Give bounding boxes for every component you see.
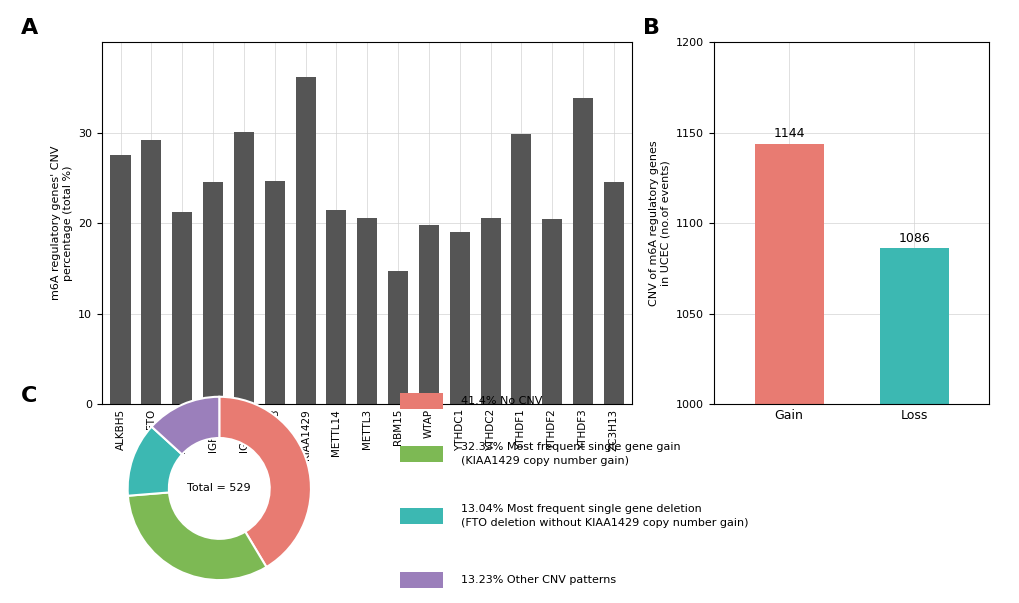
- Text: A: A: [20, 18, 38, 38]
- Bar: [879, 248, 948, 603]
- Bar: [110, 155, 130, 404]
- Y-axis label: m6A regulatory genes' CNV
percentage (total %): m6A regulatory genes' CNV percentage (to…: [51, 146, 72, 300]
- Text: B: B: [642, 18, 659, 38]
- Text: 1086: 1086: [898, 232, 929, 245]
- Bar: [203, 182, 223, 404]
- Bar: [399, 446, 442, 462]
- Wedge shape: [127, 493, 266, 580]
- Bar: [399, 393, 442, 409]
- Text: C: C: [20, 386, 37, 406]
- Bar: [387, 271, 408, 404]
- Wedge shape: [127, 427, 181, 496]
- Wedge shape: [152, 397, 219, 455]
- Y-axis label: CNV of m6A regulatory genes
in UCEC (no.of events): CNV of m6A regulatory genes in UCEC (no.…: [648, 140, 669, 306]
- Text: 13.23% Other CNV patterns: 13.23% Other CNV patterns: [461, 575, 615, 585]
- Bar: [449, 232, 470, 404]
- Bar: [399, 508, 442, 524]
- Bar: [480, 218, 500, 404]
- Bar: [264, 181, 284, 404]
- Bar: [603, 182, 624, 404]
- Wedge shape: [219, 397, 311, 567]
- Text: 1144: 1144: [772, 127, 804, 140]
- Bar: [326, 210, 346, 404]
- Bar: [172, 212, 192, 404]
- Bar: [419, 225, 438, 404]
- Bar: [573, 98, 592, 404]
- Bar: [233, 131, 254, 404]
- Bar: [542, 219, 561, 404]
- Bar: [399, 572, 442, 588]
- Bar: [142, 140, 161, 404]
- Text: 32.33% Most frequent single gene gain
(KIAA1429 copy number gain): 32.33% Most frequent single gene gain (K…: [461, 443, 680, 466]
- Bar: [754, 144, 822, 603]
- Bar: [511, 134, 531, 404]
- Text: 41.4% No CNV: 41.4% No CNV: [461, 396, 542, 406]
- Text: Total = 529: Total = 529: [187, 484, 251, 493]
- Text: 13.04% Most frequent single gene deletion
(FTO deletion without KIAA1429 copy nu: 13.04% Most frequent single gene deletio…: [461, 504, 748, 528]
- Bar: [296, 77, 315, 404]
- Bar: [357, 218, 377, 404]
